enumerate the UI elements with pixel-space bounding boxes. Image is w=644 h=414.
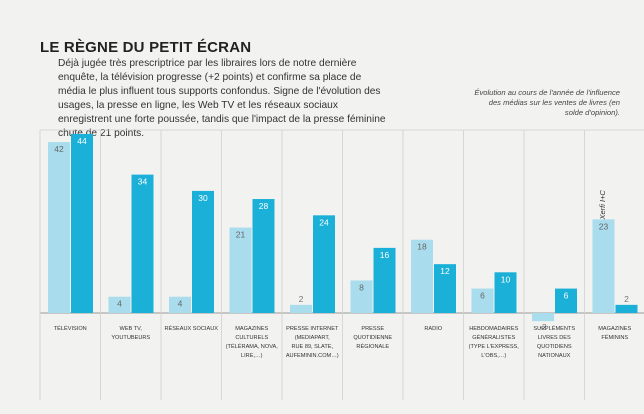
bar: [71, 133, 93, 313]
data-label: 28: [259, 201, 269, 211]
data-label: 2: [624, 294, 629, 304]
category-label: MAGAZINES: [598, 326, 631, 332]
data-label: 44: [77, 136, 87, 146]
chart-title: LE RÈGNE DU PETIT ÉCRAN: [40, 39, 252, 56]
category-label: PRESSE: [361, 326, 384, 332]
bar: [555, 288, 577, 313]
bar: [169, 296, 191, 313]
category-label: LIRE,…): [241, 353, 263, 359]
bar: [131, 174, 154, 313]
category-label: GÉNÉRALISTES: [472, 334, 515, 341]
category-label: QUOTIDIENS: [537, 344, 572, 350]
bar: [615, 304, 638, 313]
data-label: 30: [198, 193, 208, 203]
data-label: 6: [564, 291, 569, 301]
bar: [229, 227, 252, 313]
bar: [532, 313, 554, 322]
bar: [108, 296, 131, 313]
category-label: YOUTUBEURS: [111, 335, 150, 341]
bar: [290, 304, 312, 313]
data-label: 24: [319, 217, 329, 227]
bar: [411, 239, 433, 313]
category-label: WEB TV,: [120, 326, 143, 332]
category-label: HEBDOMADAIRES: [469, 326, 518, 332]
bar: [471, 288, 494, 313]
category-label: RÉSEAUX SOCIAUX: [165, 325, 219, 332]
bar: [48, 142, 70, 313]
category-label: L'OBS,…): [481, 353, 506, 359]
data-label: 12: [440, 266, 450, 276]
category-label: SUPPLÉMENTS: [533, 325, 575, 332]
category-label: FÉMININS: [601, 334, 628, 341]
data-label: 4: [117, 299, 122, 309]
category-label: RADIO: [424, 326, 442, 332]
bar: [494, 272, 517, 313]
bar: [350, 280, 373, 313]
category-label: (MEDIAPART,: [295, 335, 330, 341]
data-label: 18: [417, 242, 427, 252]
bar: [252, 199, 275, 313]
data-label: 2: [299, 294, 304, 304]
data-label: 4: [178, 299, 183, 309]
bar: [434, 264, 456, 313]
intro-text: Déjà jugée très prescriptrice par les li…: [58, 58, 386, 139]
data-label: 16: [380, 250, 390, 260]
category-label: QUOTIDIENNE: [353, 335, 392, 341]
category-label: MAGAZINES: [235, 326, 268, 332]
data-label: -2: [539, 322, 547, 332]
bar: [373, 247, 396, 313]
category-label: LIVRES DES: [538, 335, 571, 341]
data-label: 8: [359, 282, 364, 292]
chart-note: Évolution au cours de l'année de l'influ…: [474, 88, 620, 117]
category-label: (TYPE L'EXPRESS,: [469, 344, 520, 350]
bar: [192, 190, 214, 313]
category-label: RÉGIONALE: [356, 343, 389, 350]
bar: [592, 219, 615, 313]
category-label: (TÉLÉRAMA, NOVA,: [226, 343, 279, 350]
category-label: PRESSE INTERNET: [286, 326, 339, 332]
data-label: 42: [54, 144, 64, 154]
category-label: NATIONAUX: [538, 353, 570, 359]
data-label: 21: [236, 230, 246, 240]
category-label: RUE 89, SLATE,: [291, 344, 333, 350]
category-label: AUFEMININ.COM…): [286, 353, 339, 359]
bar: [313, 215, 335, 313]
category-label: CULTURELS: [235, 335, 268, 341]
data-label: 6: [480, 291, 485, 301]
category-label: TÉLÉVISION: [54, 325, 87, 332]
data-label: 34: [138, 177, 148, 187]
data-label: 23: [599, 221, 609, 231]
data-label: 10: [501, 274, 511, 284]
